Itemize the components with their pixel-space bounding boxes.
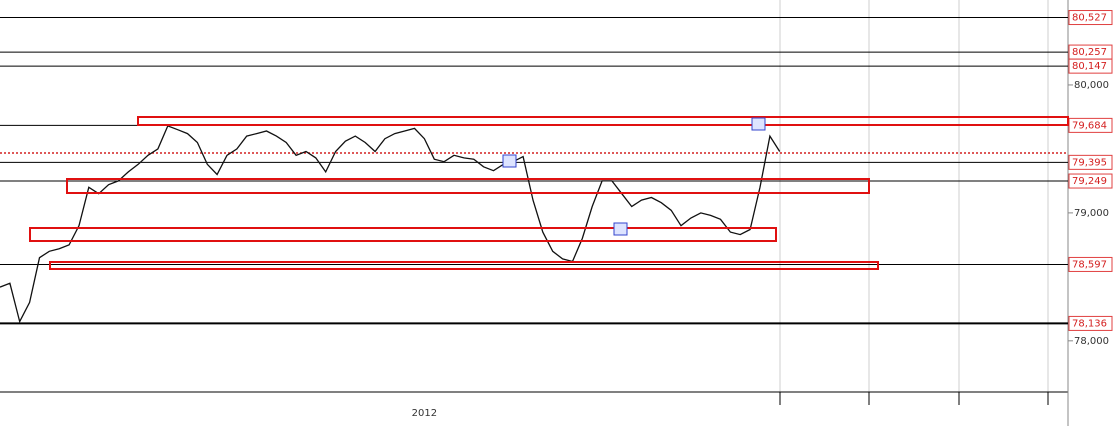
price-level-box: [1068, 315, 1113, 331]
price-level-label: 80,147: [1072, 61, 1107, 72]
price-level-label: 79,684: [1072, 120, 1107, 131]
price-level-label: 79,249: [1072, 176, 1107, 187]
plot: [0, 125, 781, 324]
future-grid: [779, 0, 1049, 392]
price-level-label: 79,395: [1072, 157, 1107, 168]
marker: [751, 117, 766, 131]
zone: [66, 178, 870, 194]
markers: [502, 117, 766, 236]
price-line: [0, 125, 781, 324]
zone: [49, 261, 879, 270]
y-tick-label: 78,000: [1074, 336, 1109, 347]
price-level-box: [1068, 58, 1113, 74]
price-level-box: [1068, 154, 1113, 170]
price-level-label: 78,136: [1072, 318, 1107, 329]
x-tick-label: 2012: [412, 408, 437, 419]
x-axis-ticks: [779, 392, 1049, 405]
price-level-label: 80,527: [1072, 13, 1107, 24]
price-level-label: 80,257: [1072, 47, 1107, 58]
zone: [29, 227, 777, 242]
y-tick-label: 80,000: [1074, 80, 1109, 91]
zone: [137, 116, 1069, 126]
price-level-box: [1068, 256, 1113, 272]
price-level-box: [1068, 173, 1113, 189]
marker: [613, 222, 628, 236]
zones: [29, 116, 1069, 270]
y-tick-label: 79,000: [1074, 208, 1109, 219]
price-level-label: 78,597: [1072, 259, 1107, 270]
price-level-box: [1068, 10, 1113, 26]
marker: [502, 154, 517, 168]
